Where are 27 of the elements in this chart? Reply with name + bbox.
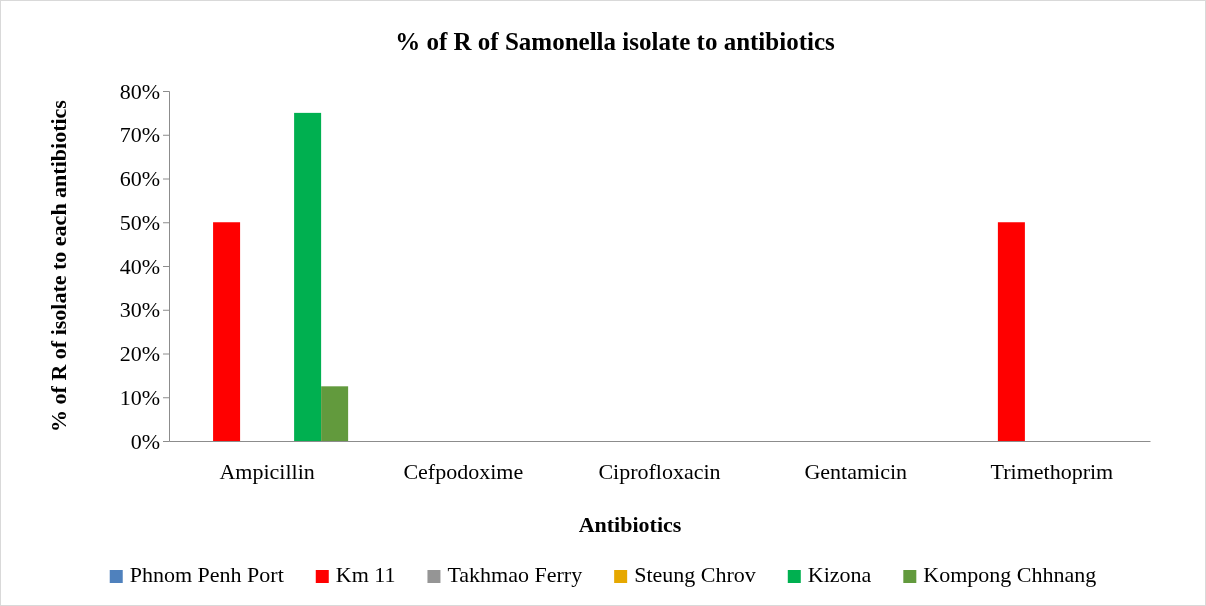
legend-label: Steung Chrov [634, 562, 756, 587]
y-tick-label: 50% [119, 209, 160, 235]
y-tick-label: 30% [119, 297, 160, 323]
y-tick-label: 40% [119, 253, 160, 279]
y-tick-label: 70% [119, 122, 160, 148]
legend-label: Kizona [807, 562, 872, 587]
y-tick-label: 60% [119, 166, 160, 192]
bar [997, 222, 1025, 441]
x-axis-title: Antibiotics [578, 512, 682, 537]
chart-title: % of R of Samonella isolate to antibiotics [395, 28, 836, 55]
y-tick-label: 80% [119, 78, 160, 104]
x-tick-label: Cefpodoxime [403, 458, 524, 484]
x-tick-label: Ampicillin [219, 458, 315, 484]
y-tick-label: 10% [119, 384, 160, 410]
legend-label: Phnom Penh Port [129, 562, 284, 587]
legend-label: Kompong Chhnang [923, 562, 1097, 587]
x-tick-label: Trimethoprim [990, 458, 1114, 484]
bar [294, 112, 322, 441]
y-tick-label: 20% [119, 341, 160, 367]
x-tick-label: Ciprofloxacin [598, 458, 721, 484]
y-tick-label: 0% [130, 428, 160, 454]
bar [213, 222, 241, 441]
legend-label: Takhmao Ferry [447, 562, 583, 587]
x-tick-label: Gentamicin [804, 458, 908, 484]
legend-label: Km 11 [335, 562, 396, 587]
bar [321, 386, 349, 441]
y-axis-title: % of R of isolate to each antibiotics [46, 99, 71, 432]
